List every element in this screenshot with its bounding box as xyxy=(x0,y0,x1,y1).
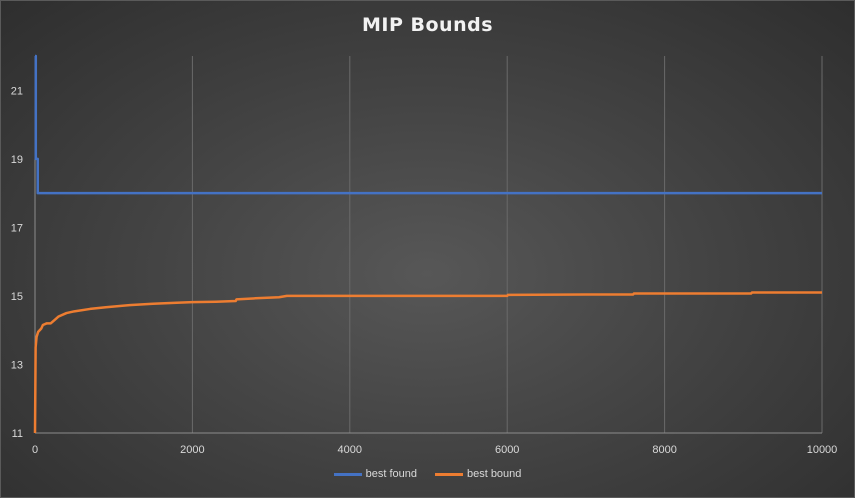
tick-labels: 11 13 15 17 19 21 0 2000 4000 6000 8000 10000 xyxy=(11,85,838,456)
y-tick-label: 19 xyxy=(11,154,23,166)
series-lines xyxy=(33,54,822,434)
x-tick-label: 0 xyxy=(32,444,38,456)
series-line-best-found xyxy=(34,54,822,195)
chart-title: MIP Bounds xyxy=(361,14,493,36)
legend-swatch-best-found xyxy=(333,472,362,476)
legend: best found best bound xyxy=(0,468,855,480)
x-tick-label: 2000 xyxy=(180,444,204,456)
legend-label-best-found: best found xyxy=(365,468,417,480)
y-tick-label: 11 xyxy=(12,428,23,440)
series-line-best-bound xyxy=(33,291,822,434)
y-tick-label: 13 xyxy=(11,359,23,371)
x-tick-label: 6000 xyxy=(495,444,519,456)
y-tick-label: 15 xyxy=(11,291,23,303)
legend-swatch-best-bound xyxy=(434,472,463,476)
y-tick-label: 21 xyxy=(11,85,23,97)
x-tick-label: 10000 xyxy=(807,444,838,456)
legend-label-best-bound: best bound xyxy=(466,468,522,480)
legend-item-best-found[interactable]: best found xyxy=(333,468,417,480)
legend-item-best-bound[interactable]: best bound xyxy=(434,468,522,480)
x-tick-label: 4000 xyxy=(338,444,362,456)
x-tick-label: 8000 xyxy=(652,444,676,456)
axes xyxy=(34,56,822,434)
y-tick-label: 17 xyxy=(11,222,23,234)
gridlines xyxy=(191,56,823,433)
